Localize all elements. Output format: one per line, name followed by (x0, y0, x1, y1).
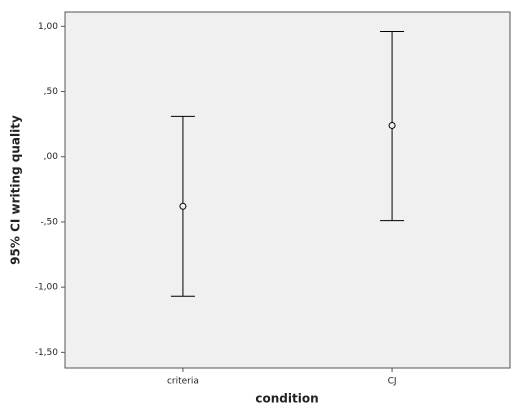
y-tick-label: -,50 (40, 217, 58, 227)
y-tick-label: ,00 (44, 152, 59, 162)
mean-point (179, 202, 187, 210)
y-tick-label: ,50 (44, 87, 59, 97)
mean-point (388, 121, 396, 129)
x-tick-label: criteria (167, 377, 199, 387)
x-tick-label: CJ (388, 377, 397, 387)
x-axis-label: condition (255, 392, 318, 406)
y-axis-label: 95% CI writing quality (9, 115, 23, 265)
y-tick-label: -1,00 (35, 283, 59, 293)
y-tick-label: -1,50 (35, 348, 59, 358)
y-tick-label: 1,00 (38, 22, 58, 32)
plot-area (64, 11, 511, 369)
